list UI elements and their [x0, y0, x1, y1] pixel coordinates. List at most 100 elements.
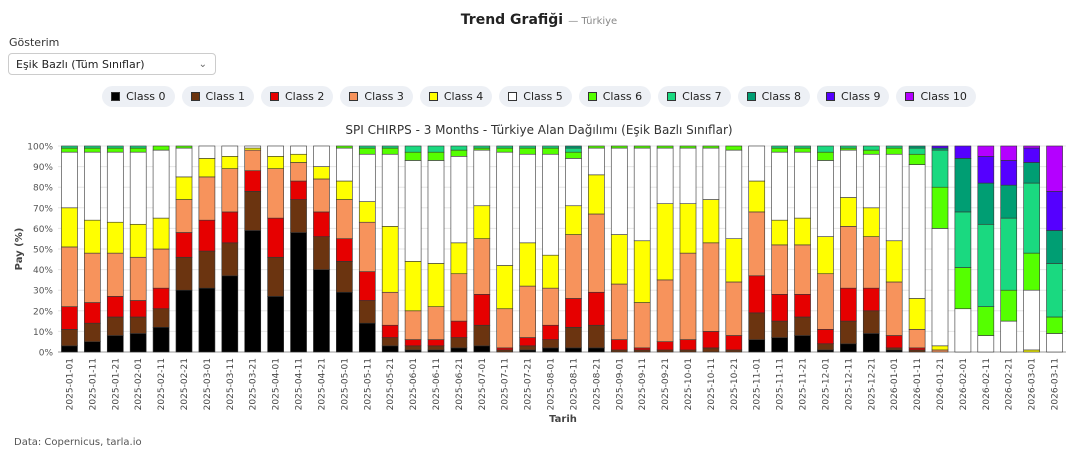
bar-segment — [61, 246, 78, 307]
page-subtitle: — Türkiye — [568, 16, 618, 27]
bar-segment — [404, 345, 422, 351]
bar-segment — [542, 287, 559, 326]
legend-item[interactable]: Class 0 — [102, 86, 175, 107]
legend-item[interactable]: Class 3 — [340, 86, 413, 107]
bar-segment — [450, 347, 468, 353]
bar-segment — [862, 310, 880, 334]
bar-segment — [977, 156, 995, 184]
legend-item[interactable]: Class 8 — [737, 86, 811, 107]
bar-segment — [427, 145, 445, 153]
header: Trend Grafiği — Türkiye — [0, 9, 1078, 28]
bar-segment — [1046, 316, 1063, 334]
bar-segment — [106, 145, 124, 149]
x-tick-label: 2025-05-01 — [340, 358, 350, 410]
x-tick-label: 2025-07-11 — [501, 358, 511, 410]
bar-segment — [565, 151, 582, 159]
bar-segment — [519, 349, 536, 353]
bar-segment — [725, 281, 743, 336]
legend-item[interactable]: Class 4 — [419, 86, 493, 107]
bar-segment — [84, 151, 101, 221]
bar-segment — [885, 335, 903, 349]
bar-segment — [862, 236, 880, 289]
bar-segment — [473, 147, 491, 151]
bar-segment — [771, 294, 788, 322]
bar-segment — [588, 174, 605, 215]
bar-segment — [725, 145, 743, 151]
x-tick-label: 2025-04-01 — [272, 358, 282, 410]
bar-segment — [381, 324, 399, 338]
bar-segment — [313, 166, 330, 180]
legend-label: Class 5 — [523, 90, 563, 103]
y-tick-label: 80% — [33, 184, 53, 194]
bar-segment — [862, 287, 880, 312]
bar-segment — [198, 158, 216, 178]
dropdown[interactable]: Eşik Bazlı (Tüm Sınıflar) ⌄ — [8, 53, 216, 75]
legend-item[interactable]: Class 6 — [578, 86, 652, 107]
bar-segment — [473, 149, 491, 207]
bar-segment — [931, 186, 949, 229]
y-tick-label: 100% — [27, 143, 53, 153]
legend-item[interactable]: Class 9 — [817, 86, 890, 107]
bar-segment — [908, 153, 926, 165]
bar-segment — [84, 145, 101, 149]
bar-segment — [817, 160, 834, 237]
legend-item[interactable]: Class 1 — [181, 86, 254, 107]
legend-swatch — [508, 92, 518, 101]
bar-segment — [381, 147, 399, 155]
bar-segment — [885, 281, 903, 336]
legend-item[interactable]: Class 5 — [499, 86, 572, 107]
bar-segment — [496, 265, 514, 310]
legend-item[interactable]: Class 2 — [260, 86, 334, 107]
bar-segment — [427, 345, 445, 351]
x-tick-label: 2026-01-01 — [890, 358, 900, 410]
bar-segment — [61, 151, 78, 209]
x-tick-label: 2025-08-11 — [569, 358, 579, 410]
bar-segment — [519, 145, 536, 149]
bar-segment — [840, 197, 857, 227]
x-tick-label: 2025-11-01 — [753, 358, 763, 410]
x-tick-label: 2025-12-21 — [867, 358, 877, 410]
bar-segment — [840, 149, 857, 198]
bar-segment — [977, 335, 995, 353]
bar-segment — [290, 145, 307, 155]
legend-item[interactable]: Class 10 — [896, 86, 976, 107]
bar-segment — [152, 149, 170, 219]
bar-segment — [221, 242, 239, 277]
bar-segment — [542, 324, 559, 340]
bar-segment — [358, 201, 376, 223]
bar-segment — [954, 211, 972, 268]
bar-segment — [152, 217, 170, 250]
bar-segment — [244, 170, 262, 192]
bar-segment — [1023, 147, 1040, 163]
bar-segment — [565, 145, 582, 149]
legend: Class 0 Class 1 Class 2 Class 3 Class 4 Class… — [0, 86, 1078, 107]
bar-segment — [771, 337, 788, 353]
bar-segment — [473, 145, 491, 149]
bar-segment — [496, 151, 514, 266]
bar-segment — [221, 145, 239, 157]
bar-segment — [748, 211, 766, 277]
bar-segment — [129, 333, 147, 353]
bar-segment — [542, 145, 559, 149]
bar-segment — [290, 180, 307, 200]
legend-item[interactable]: Class 7 — [658, 86, 731, 107]
bar-segment — [1000, 320, 1018, 353]
bar-segment — [198, 287, 216, 353]
bar-segment — [427, 339, 445, 347]
bar-segment — [175, 256, 193, 291]
bar-segment — [977, 145, 995, 157]
bar-segment — [862, 333, 880, 353]
bar-segment — [542, 153, 559, 256]
bar-segment — [931, 149, 949, 188]
bar-segment — [61, 145, 78, 149]
bar-segment — [633, 302, 651, 349]
bar-segment — [427, 160, 445, 264]
bar-segment — [610, 349, 628, 353]
bar-segment — [84, 147, 101, 153]
bar-segment — [610, 339, 628, 351]
x-axis-label: Tarih — [549, 414, 577, 425]
bar-segment — [794, 217, 811, 246]
bar-segment — [381, 337, 399, 347]
bar-segment — [565, 234, 582, 299]
